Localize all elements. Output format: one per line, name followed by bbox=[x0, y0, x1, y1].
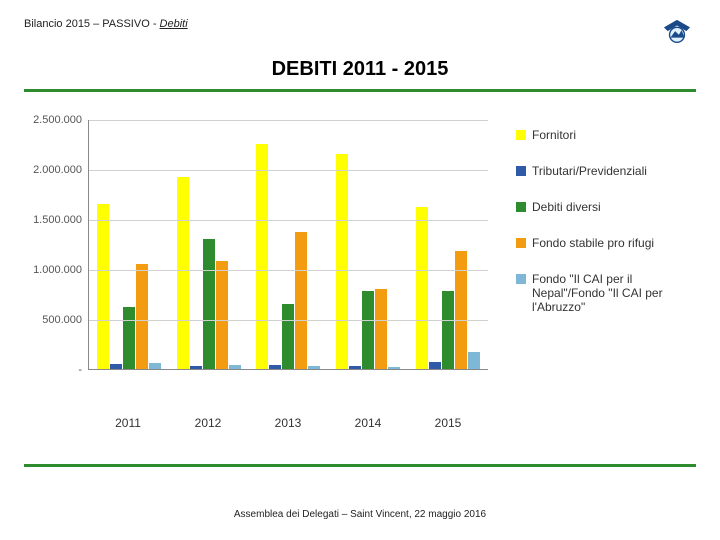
footer-text: Assemblea dei Delegati – Saint Vincent, … bbox=[0, 509, 720, 520]
legend-swatch bbox=[516, 166, 526, 176]
bar bbox=[177, 177, 189, 369]
y-tick-label: 2.500.000 bbox=[33, 114, 82, 126]
x-tick-label: 2014 bbox=[328, 410, 408, 430]
bar bbox=[295, 232, 307, 369]
y-tick-label: 1.000.000 bbox=[33, 264, 82, 276]
bar bbox=[190, 366, 202, 369]
bar bbox=[308, 366, 320, 369]
bar bbox=[256, 144, 268, 369]
bar bbox=[468, 352, 480, 369]
bar bbox=[442, 291, 454, 369]
bar-group bbox=[328, 120, 408, 369]
legend-label: Fornitori bbox=[532, 128, 576, 142]
bar bbox=[269, 365, 281, 369]
bar bbox=[388, 367, 400, 370]
bar bbox=[375, 289, 387, 369]
bar-group bbox=[249, 120, 329, 369]
legend-swatch bbox=[516, 274, 526, 284]
legend-item: Tributari/Previdenziali bbox=[516, 164, 678, 178]
legend-label: Fondo stabile pro rifugi bbox=[532, 236, 654, 250]
breadcrumb: Bilancio 2015 – PASSIVO - Debiti bbox=[24, 18, 188, 30]
legend: Fornitori Tributari/Previdenziali Debiti d… bbox=[488, 120, 678, 410]
gridline bbox=[89, 220, 488, 221]
y-tick-label: 1.500.000 bbox=[33, 214, 82, 226]
bar bbox=[97, 204, 109, 369]
chart: -500.0001.000.0001.500.0002.000.0002.500… bbox=[24, 120, 696, 410]
bar-groups bbox=[89, 120, 488, 369]
bar bbox=[282, 304, 294, 369]
legend-label: Tributari/Previdenziali bbox=[532, 164, 647, 178]
bar bbox=[455, 251, 467, 369]
bar bbox=[203, 239, 215, 369]
gridline bbox=[89, 270, 488, 271]
x-tick-label: 2015 bbox=[408, 410, 488, 430]
y-tick-label: 2.000.000 bbox=[33, 164, 82, 176]
legend-swatch bbox=[516, 202, 526, 212]
legend-label: Fondo "Il CAI per il Nepal"/Fondo "Il CA… bbox=[532, 272, 678, 314]
plot-area bbox=[88, 120, 488, 370]
breadcrumb-current: Debiti bbox=[160, 18, 188, 30]
x-tick-label: 2012 bbox=[168, 410, 248, 430]
bar bbox=[123, 307, 135, 369]
x-tick-label: 2013 bbox=[248, 410, 328, 430]
y-tick-label: - bbox=[78, 364, 82, 376]
breadcrumb-prefix: Bilancio 2015 – PASSIVO - bbox=[24, 18, 160, 30]
bar bbox=[149, 363, 161, 369]
bar-group bbox=[408, 120, 488, 369]
x-axis-labels: 20112012201320142015 bbox=[88, 410, 488, 430]
bar bbox=[362, 291, 374, 369]
bar bbox=[229, 365, 241, 369]
cai-logo bbox=[658, 18, 696, 46]
rule-bottom bbox=[24, 464, 696, 467]
bar bbox=[136, 264, 148, 369]
legend-item: Fondo stabile pro rifugi bbox=[516, 236, 678, 250]
bar bbox=[110, 364, 122, 369]
bar bbox=[349, 366, 361, 370]
bar bbox=[416, 207, 428, 369]
bar-group bbox=[169, 120, 249, 369]
gridline bbox=[89, 170, 488, 171]
y-tick-label: 500.000 bbox=[42, 314, 82, 326]
bar bbox=[216, 261, 228, 369]
legend-swatch bbox=[516, 238, 526, 248]
y-axis: -500.0001.000.0001.500.0002.000.0002.500… bbox=[24, 120, 88, 370]
legend-swatch bbox=[516, 130, 526, 140]
bar-group bbox=[89, 120, 169, 369]
legend-label: Debiti diversi bbox=[532, 200, 601, 214]
gridline bbox=[89, 120, 488, 121]
legend-item: Fondo "Il CAI per il Nepal"/Fondo "Il CA… bbox=[516, 272, 678, 314]
bar bbox=[336, 154, 348, 369]
bar bbox=[429, 362, 441, 369]
header: Bilancio 2015 – PASSIVO - Debiti bbox=[24, 18, 696, 46]
chart-title: DEBITI 2011 - 2015 bbox=[24, 58, 696, 81]
slide: Bilancio 2015 – PASSIVO - Debiti DEBITI … bbox=[0, 0, 720, 540]
legend-item: Fornitori bbox=[516, 128, 678, 142]
legend-item: Debiti diversi bbox=[516, 200, 678, 214]
rule-top bbox=[24, 89, 696, 92]
x-tick-label: 2011 bbox=[88, 410, 168, 430]
gridline bbox=[89, 320, 488, 321]
